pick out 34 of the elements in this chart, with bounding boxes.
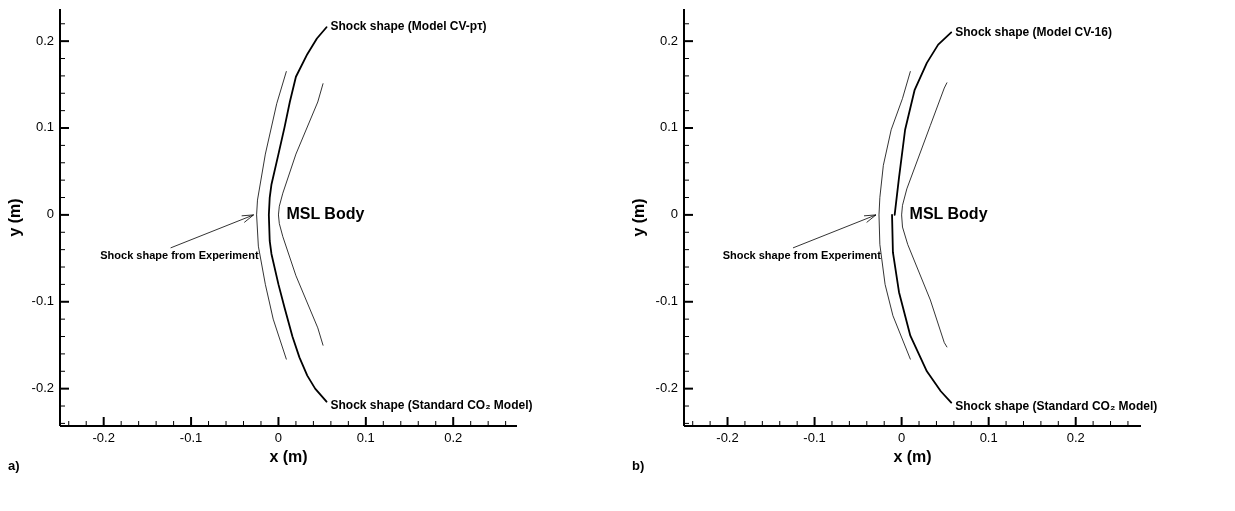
text: a) xyxy=(8,458,20,473)
x-tick-label: -0.1 xyxy=(803,430,826,445)
y-tick-label: 0.1 xyxy=(659,119,678,135)
y-tick-label: -0.2 xyxy=(31,380,54,396)
x-tick-label: 0.2 xyxy=(1066,430,1085,445)
annotation: Shock shape from Experiment xyxy=(722,248,882,261)
x-tick-label: 0.2 xyxy=(444,430,463,445)
text: b) xyxy=(632,458,645,473)
y-axis-title: y (m) xyxy=(6,198,23,237)
series-label: Shock shape (Standard CO₂ Model) xyxy=(955,398,1158,413)
x-axis-title: x (m) xyxy=(269,448,308,465)
y-tick-label: 0.2 xyxy=(659,32,678,48)
y-tick-label: -0.1 xyxy=(655,293,678,309)
y-tick-label: 0.1 xyxy=(35,119,54,135)
y-tick-label: -0.1 xyxy=(31,293,54,309)
x-tick-label: -0.2 xyxy=(92,430,115,445)
x-tick-label: -0.2 xyxy=(716,430,739,445)
annotation: MSL Body xyxy=(286,205,365,223)
x-tick-label: 0.1 xyxy=(356,430,375,445)
y-tick-label: 0 xyxy=(670,206,678,222)
x-tick-label: 0 xyxy=(898,430,906,445)
y-axis-title: y (m) xyxy=(630,198,647,237)
x-tick-label: 0 xyxy=(274,430,283,445)
y-tick-label: -0.2 xyxy=(655,380,678,396)
series-label: Shock shape (Model CV-16) xyxy=(955,24,1112,39)
annotation: MSL Body xyxy=(909,205,988,223)
y-tick-label: 0.2 xyxy=(35,32,54,48)
annotation: Shock shape from Experiment xyxy=(100,248,259,261)
x-tick-label: 0.1 xyxy=(979,430,998,445)
x-tick-label: -0.1 xyxy=(179,430,203,445)
x-axis-title: x (m) xyxy=(893,448,932,465)
y-tick-label: 0 xyxy=(46,206,54,222)
annotation: Shock shape (Model CV-pτ) xyxy=(330,19,487,34)
annotation: Shock shape (Standard CO₂ Model) xyxy=(330,397,533,412)
